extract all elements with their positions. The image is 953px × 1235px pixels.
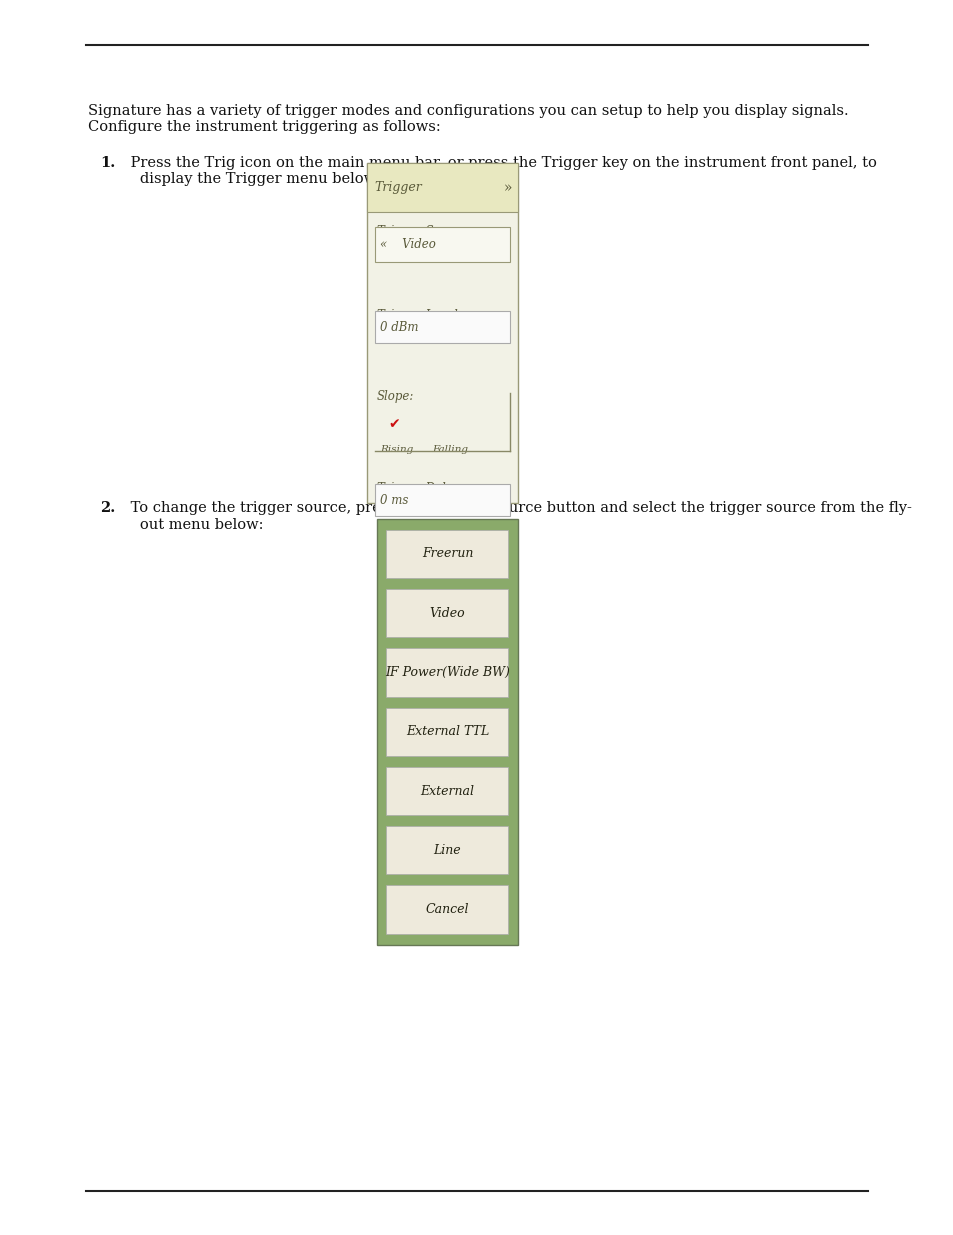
Text: 0 ms: 0 ms [379, 494, 408, 506]
Text: «    Video: « Video [379, 238, 436, 251]
FancyBboxPatch shape [386, 708, 508, 756]
FancyBboxPatch shape [386, 885, 508, 934]
Text: 1.: 1. [100, 156, 115, 169]
Text: To change the trigger source, press the Trigger Source button and select the tri: To change the trigger source, press the … [126, 501, 911, 531]
Text: Slope:: Slope: [376, 390, 414, 404]
FancyBboxPatch shape [367, 163, 517, 212]
Text: Rising: Rising [379, 445, 413, 453]
Text: Falling: Falling [432, 445, 468, 453]
Text: Video: Video [429, 606, 465, 620]
Text: ✔: ✔ [388, 417, 399, 431]
Text: IF Power(Wide BW): IF Power(Wide BW) [385, 666, 509, 679]
Text: External: External [420, 784, 474, 798]
Text: Freerun: Freerun [421, 547, 473, 561]
Text: »: » [503, 180, 512, 195]
FancyBboxPatch shape [386, 589, 508, 637]
Text: Signature has a variety of trigger modes and configurations you can setup to hel: Signature has a variety of trigger modes… [88, 104, 847, 133]
FancyBboxPatch shape [375, 311, 510, 343]
FancyBboxPatch shape [376, 519, 517, 945]
Text: Line: Line [434, 844, 460, 857]
Text: Trigger Level:: Trigger Level: [376, 309, 461, 322]
Text: 2.: 2. [100, 501, 115, 515]
Text: Trigger Delay:: Trigger Delay: [376, 482, 463, 495]
FancyBboxPatch shape [386, 826, 508, 874]
Text: Trigger: Trigger [374, 182, 421, 194]
Text: External TTL: External TTL [405, 725, 489, 739]
Text: Cancel: Cancel [425, 903, 469, 916]
Text: Trigger Source:: Trigger Source: [376, 225, 471, 238]
FancyBboxPatch shape [375, 484, 510, 516]
FancyBboxPatch shape [386, 530, 508, 578]
Text: Press the Trig icon on the main menu bar, or press the Trigger key on the instru: Press the Trig icon on the main menu bar… [126, 156, 876, 185]
FancyBboxPatch shape [367, 163, 517, 503]
Text: 0 dBm: 0 dBm [379, 321, 417, 333]
FancyBboxPatch shape [386, 767, 508, 815]
FancyBboxPatch shape [375, 227, 510, 262]
FancyBboxPatch shape [386, 648, 508, 697]
